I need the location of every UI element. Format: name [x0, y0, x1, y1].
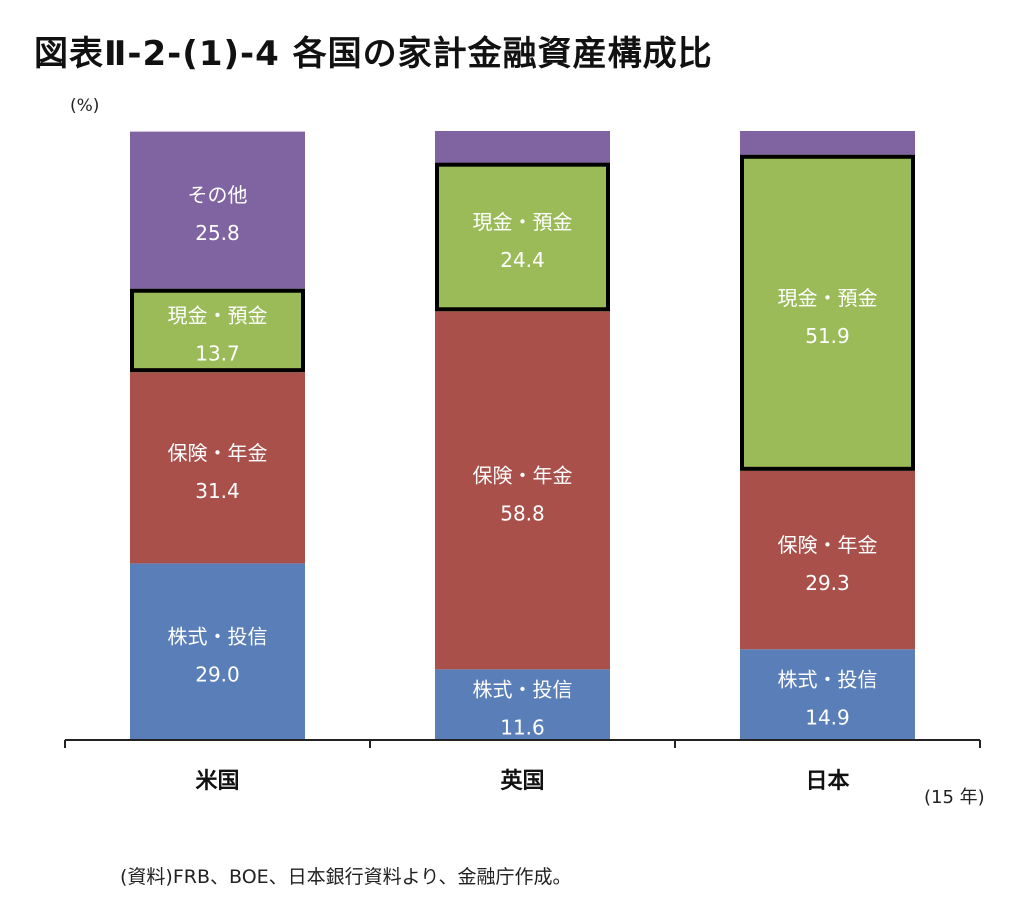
x-tick-label: 米国: [195, 769, 239, 794]
bar-segment: [740, 154, 915, 471]
bar-segment: [435, 131, 610, 163]
segment-label: 現金・預金: [168, 303, 268, 327]
bar-segment: [435, 311, 610, 670]
x-tick-label: 日本: [805, 769, 849, 794]
data-label: 13.7: [195, 341, 240, 365]
x-tick-label: 英国: [500, 769, 544, 794]
bar-segment: [740, 131, 915, 155]
bar-segment: [130, 288, 305, 373]
y-axis-unit-label: (%): [70, 96, 100, 116]
highlight-border: [130, 288, 305, 373]
segment-label: 株式・投信: [473, 678, 573, 702]
data-label: 11.6: [500, 716, 545, 740]
bar-segment: [740, 649, 915, 740]
bar-segment: [130, 372, 305, 564]
highlight-border: [740, 154, 915, 471]
data-label: 29.3: [805, 571, 850, 595]
segment-label: 保険・年金: [778, 533, 878, 557]
bar-segment: [130, 131, 305, 289]
chart-title: 図表Ⅱ-2-(1)-4 各国の家計金融資産構成比: [34, 34, 713, 74]
data-label: 31.4: [195, 479, 240, 503]
data-label: 51.9: [805, 324, 850, 348]
segment-label: 現金・預金: [778, 286, 878, 310]
data-label: 24.4: [500, 248, 545, 272]
year-note: (15 年): [924, 787, 985, 808]
segment-label: 保険・年金: [168, 441, 268, 465]
source-note: (資料)FRB、BOE、日本銀行資料より、金融庁作成。: [120, 866, 572, 888]
bar-segment: [435, 162, 610, 312]
highlight-border: [435, 162, 610, 312]
segment-label: その他: [188, 183, 248, 207]
segment-label: 株式・投信: [778, 668, 878, 692]
segment-label: 現金・預金: [473, 210, 573, 234]
segment-label: 保険・年金: [473, 463, 573, 487]
data-label: 29.0: [195, 663, 240, 687]
bar-segment: [130, 563, 305, 740]
segment-label: 株式・投信: [168, 625, 268, 649]
data-label: 14.9: [805, 706, 850, 730]
bar-segment: [435, 669, 610, 740]
data-label: 58.8: [500, 501, 545, 525]
bar-segment: [740, 470, 915, 650]
data-label: 25.8: [195, 221, 240, 245]
